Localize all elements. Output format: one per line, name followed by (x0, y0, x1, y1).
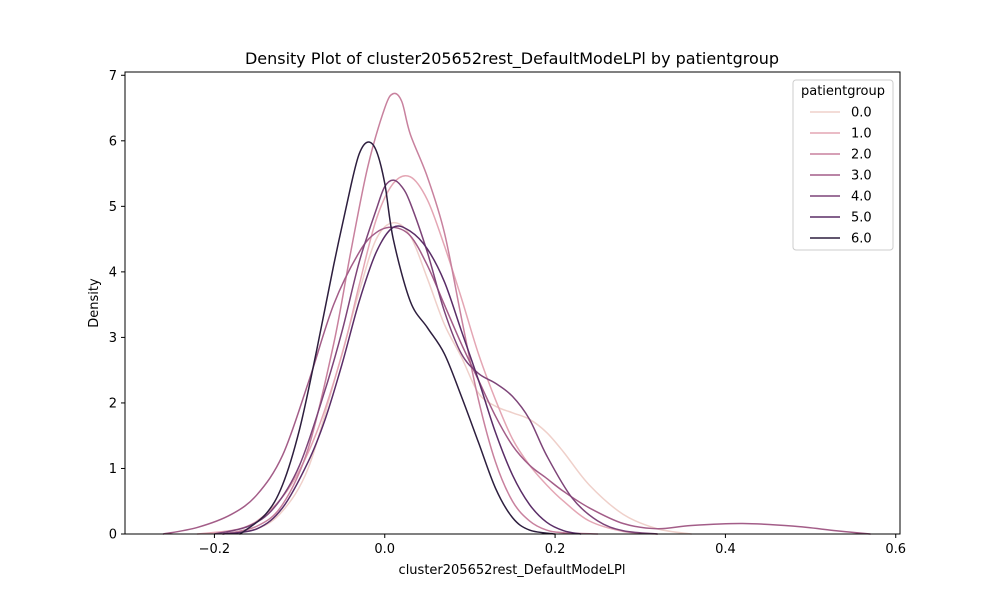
y-axis-label: Density (87, 278, 102, 328)
series-line-5 (222, 225, 582, 535)
legend-label: 5.0 (851, 211, 872, 226)
x-axis-ticks: −0.2 0.0 0.2 0.4 0.6 (199, 534, 906, 557)
series-lines (162, 92, 871, 535)
legend-label: 4.0 (851, 190, 872, 205)
legend-title: patientgroup (801, 84, 885, 99)
x-tick-label: −0.2 (199, 542, 231, 557)
series-line-2 (222, 92, 599, 535)
series-line-1 (196, 174, 659, 535)
legend-box (792, 79, 894, 251)
y-tick-label: 6 (109, 134, 117, 149)
x-axis-label: cluster205652rest_DefaultModeLPl (399, 563, 626, 578)
series-line-4 (213, 179, 659, 535)
x-tick-label: 0.4 (715, 542, 736, 557)
x-tick-label: 0.2 (545, 542, 566, 557)
y-tick-label: 0 (109, 528, 117, 543)
y-tick-label: 2 (109, 396, 117, 411)
y-axis-ticks: 0 1 2 3 4 5 6 7 (109, 69, 125, 543)
legend-label: 3.0 (851, 169, 872, 184)
plot-frame (124, 71, 901, 535)
legend-items: 0.0 1.0 2.0 3.0 4.0 5.0 6.0 (810, 106, 872, 247)
series-line-6 (239, 141, 556, 535)
legend: patientgroup 0.0 1.0 2.0 3.0 4.0 5.0 6.0 (792, 79, 894, 251)
y-tick-label: 4 (109, 265, 117, 280)
y-tick-label: 3 (109, 331, 117, 346)
legend-label: 6.0 (851, 232, 872, 247)
x-tick-label: 0.6 (885, 542, 906, 557)
legend-label: 0.0 (851, 106, 872, 121)
y-tick-label: 5 (109, 200, 117, 215)
chart-title: Density Plot of cluster205652rest_Defaul… (245, 49, 779, 69)
x-tick-label: 0.0 (374, 542, 395, 557)
legend-label: 2.0 (851, 148, 872, 163)
y-tick-label: 1 (109, 462, 117, 477)
y-tick-label: 7 (109, 69, 117, 84)
series-line-3 (162, 226, 871, 535)
legend-label: 1.0 (851, 127, 872, 142)
